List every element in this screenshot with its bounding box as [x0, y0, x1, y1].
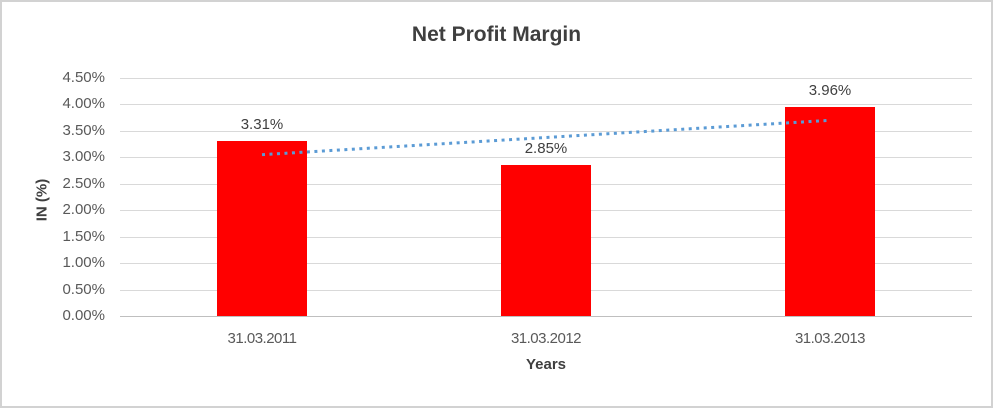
gridline [120, 104, 972, 105]
y-tick-label: 0.00% [62, 307, 105, 324]
bar-value-label: 3.96% [808, 82, 852, 99]
gridline [120, 78, 972, 79]
x-tick-label: 31.03.2011 [227, 330, 297, 347]
y-tick-label: 4.50% [62, 69, 105, 86]
y-tick-label: 1.00% [62, 254, 105, 271]
y-tick-label: 3.00% [62, 148, 105, 165]
y-tick-label: 2.50% [62, 175, 105, 192]
bar-31.03.2012[interactable] [501, 165, 591, 316]
bar-31.03.2011[interactable] [217, 141, 307, 316]
y-tick-label: 1.50% [62, 228, 105, 245]
y-tick-label: 4.00% [62, 95, 105, 112]
bar-value-label: 2.85% [524, 140, 568, 157]
gridline [120, 157, 972, 158]
y-tick-label: 0.50% [62, 281, 105, 298]
x-tick-label: 31.03.2013 [794, 330, 866, 347]
x-axis-line [120, 316, 972, 317]
bar-31.03.2013[interactable] [785, 107, 875, 316]
y-tick-label: 2.00% [62, 201, 105, 218]
y-tick-label: 3.50% [62, 122, 105, 139]
chart-title: Net Profit Margin [411, 23, 582, 46]
x-axis-title: Years [525, 356, 567, 373]
x-tick-label: 31.03.2012 [510, 330, 582, 347]
bar-value-label: 3.31% [240, 116, 284, 133]
